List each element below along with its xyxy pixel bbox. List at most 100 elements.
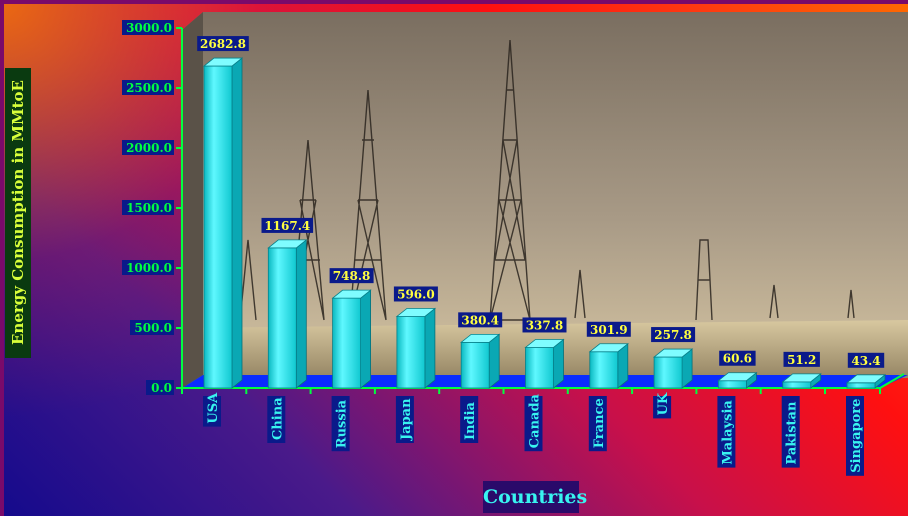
value-label: 301.9 xyxy=(590,323,628,337)
value-label: 748.8 xyxy=(333,269,371,283)
y-tick-label-bg xyxy=(122,260,174,275)
bar-front xyxy=(589,351,619,389)
bar-russia: 748.8 xyxy=(329,268,374,389)
x-tick-label-bg xyxy=(331,396,350,452)
x-axis-depth-line xyxy=(879,373,905,389)
y-tick-label: 2000.0 xyxy=(126,141,172,155)
bar-top xyxy=(331,289,372,299)
value-label-bg xyxy=(329,268,374,284)
y-tick-label-bg xyxy=(122,80,174,95)
bar-side xyxy=(424,307,436,389)
value-label: 2682.8 xyxy=(200,37,246,51)
x-tick-label: China xyxy=(270,397,285,440)
y-tick-label-bg xyxy=(146,380,174,395)
x-tick-label: India xyxy=(463,401,478,440)
value-label: 51.2 xyxy=(787,353,816,367)
bar-china: 1167.4 xyxy=(261,217,314,389)
bar-top xyxy=(717,372,758,382)
bar-singapore: 43.4 xyxy=(845,352,887,389)
bar-canada: 337.8 xyxy=(522,317,567,389)
x-tick-label: Malaysia xyxy=(720,400,735,465)
bar-india: 380.4 xyxy=(458,312,503,389)
bar-top xyxy=(460,333,501,343)
y-tick-label: 1500.0 xyxy=(126,201,172,215)
bar-front xyxy=(332,297,362,389)
x-tick-label: Russia xyxy=(335,399,350,448)
value-label-bg xyxy=(393,286,438,302)
y-tick-label: 3000.0 xyxy=(126,21,172,35)
x-tick-label-bg xyxy=(717,396,736,468)
y-axis-ticks: 0.0 500.0 1000.0 1500.0 2000.0 2500.0 3000.0 xyxy=(122,20,182,395)
bar-top xyxy=(395,308,437,317)
y-axis-title: Energy Consumption in MMtoE xyxy=(5,68,31,358)
bar-top xyxy=(652,348,694,358)
x-axis-title: Countries xyxy=(483,481,587,513)
x-tick-label-bg xyxy=(524,396,543,452)
value-label-bg xyxy=(458,312,503,328)
value-label-bg xyxy=(261,217,314,233)
bar-front xyxy=(653,356,683,389)
y-tick-label-bg xyxy=(122,200,174,215)
y-tick-label: 500.0 xyxy=(134,321,172,335)
y-tick-label-bg xyxy=(122,140,174,155)
value-label: 43.4 xyxy=(851,354,880,368)
x-tick-label-bg xyxy=(653,396,672,419)
y-tick-label: 0.0 xyxy=(151,381,172,395)
left-border xyxy=(0,0,4,516)
bar-front xyxy=(460,341,490,389)
bar-uk: 257.8 xyxy=(651,327,696,389)
bar-side xyxy=(295,239,307,389)
y-tick-label: 2500.0 xyxy=(126,81,172,95)
bar-front xyxy=(846,382,876,389)
bar-malaysia: 60.6 xyxy=(717,350,758,389)
bar-usa: 2682.8 xyxy=(197,36,249,389)
bar-top xyxy=(781,373,822,383)
x-axis-categories: USA China Russia Japan India Canada France UK Ma… xyxy=(181,388,881,476)
value-label-bg xyxy=(197,36,249,52)
bar-side xyxy=(488,333,500,389)
y-tick-label-bg xyxy=(130,320,174,335)
value-label-bg xyxy=(586,321,631,337)
x-tick-label: France xyxy=(592,398,607,448)
bar-top xyxy=(524,339,565,348)
x-tick-label: UK xyxy=(656,392,671,415)
bar-top xyxy=(845,374,887,384)
bar-front xyxy=(396,316,426,389)
bar-front xyxy=(203,65,233,389)
x-tick-label: Canada xyxy=(528,393,543,448)
value-label-bg xyxy=(847,352,885,368)
bar-france: 301.9 xyxy=(586,321,631,389)
bar-front xyxy=(782,381,812,389)
value-label-bg xyxy=(522,317,567,333)
x-tick-label-bg xyxy=(203,396,221,427)
bar-top xyxy=(588,343,629,353)
value-label: 60.6 xyxy=(723,352,752,366)
x-tick-label-bg xyxy=(846,396,864,476)
bar-japan: 596.0 xyxy=(393,286,438,389)
x-tick-label-bg xyxy=(395,396,414,443)
value-label: 596.0 xyxy=(397,287,435,301)
value-label-bg xyxy=(783,351,820,367)
y-tick-label: 1000.0 xyxy=(126,261,172,275)
x-tick-label-bg xyxy=(588,396,607,452)
bar-front xyxy=(718,380,747,389)
top-border xyxy=(0,0,908,4)
value-label: 380.4 xyxy=(461,313,499,327)
x-tick-label: Pakistan xyxy=(785,401,800,465)
x-tick-label: Singapore xyxy=(849,399,864,473)
bar-front xyxy=(525,347,554,389)
bar-side xyxy=(231,57,243,389)
x-tick-label-bg xyxy=(267,396,286,443)
value-label: 337.8 xyxy=(526,318,564,332)
y-tick-label-bg xyxy=(122,20,174,35)
value-label-bg xyxy=(651,327,696,343)
x-tick-label: USA xyxy=(206,392,221,424)
x-tick-label-bg xyxy=(781,396,800,468)
value-label: 1167.4 xyxy=(264,219,310,233)
bar-top xyxy=(202,57,244,67)
value-label-bg xyxy=(719,350,756,366)
bar-top xyxy=(267,239,308,249)
bar-pakistan: 51.2 xyxy=(781,351,822,389)
x-tick-label: Japan xyxy=(399,398,414,441)
